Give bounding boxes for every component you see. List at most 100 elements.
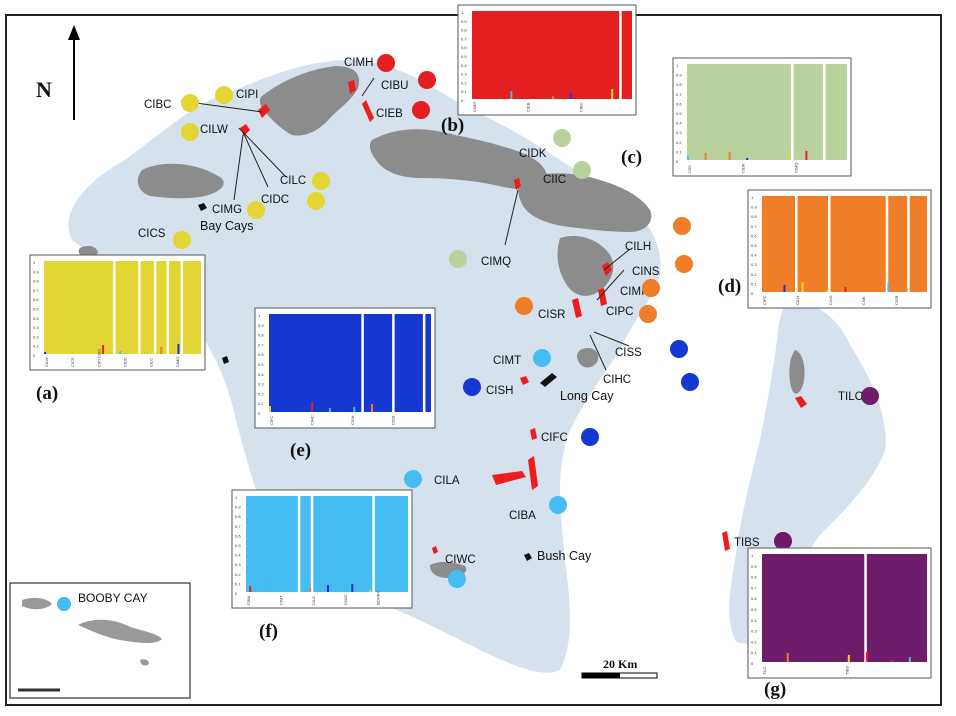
site-labels: CIPI CIBC CILW CILC CIDC CIMG CICS CIMH CIBU CIEB…	[138, 57, 863, 566]
panel-ytick: 0.5	[235, 543, 241, 548]
site-label-cila: CILA	[434, 475, 460, 487]
panel-xlabel: CIHC	[310, 415, 315, 425]
panel-ytick: 0.2	[676, 140, 682, 145]
panel-xlabel: CINS	[828, 295, 833, 305]
cluster-dot-cipi	[215, 86, 233, 104]
panel-xlabel: CIBA	[246, 595, 251, 605]
population-separator	[310, 496, 314, 592]
population-separator	[166, 261, 169, 354]
inset-island-main	[78, 619, 162, 643]
site-label-cidk: CIDK	[519, 148, 547, 160]
site-label-cins: CINS	[632, 266, 660, 278]
structure-panel-g: 1 0.9 0.8 0.7 0.6 0.5 0.4 0.3 0.2 0.1 0 TILC TIBS (g)	[747, 547, 932, 700]
population-separator	[361, 314, 364, 412]
inset-island-west	[22, 597, 52, 610]
reef-cidk	[514, 178, 521, 190]
middle-caicos	[518, 173, 652, 232]
panel-ytick: 1	[235, 495, 238, 500]
population-separator	[422, 314, 426, 412]
reef-tilc	[795, 396, 807, 408]
panel-xlabel: CISS	[391, 415, 396, 425]
minority-cluster-bar	[628, 95, 631, 99]
long-cay-marker	[540, 373, 557, 387]
cluster-dot-cidc	[307, 192, 325, 210]
place-labels: Bay Cays Long Cay Bush Cay	[200, 219, 614, 563]
admixture-bars	[472, 11, 632, 99]
panel-ytick: 0.7	[33, 288, 39, 293]
panel-ytick: 0.5	[461, 54, 467, 59]
panel-ytick: 0.1	[258, 401, 264, 406]
site-label-cilc: CILC	[280, 175, 306, 187]
population-separator	[795, 196, 798, 292]
site-label-cibc: CIBC	[144, 99, 171, 111]
panel-ytick: 0.9	[33, 269, 39, 274]
cluster-dot-tilc	[861, 387, 879, 405]
panel-ytick: 0.3	[235, 562, 241, 567]
cluster-dot-cihc	[681, 373, 699, 391]
site-label-cilw: CILW	[200, 124, 228, 136]
panel-ytick: 0.4	[33, 316, 39, 321]
panel-ytick: 1	[751, 195, 754, 200]
panel-ytick: 0.3	[33, 325, 39, 330]
site-label-cisr: CISR	[538, 309, 565, 321]
cluster-dot-ciss	[670, 340, 688, 358]
panel-ytick: 0.1	[235, 581, 241, 586]
panel-ytick: 0.1	[751, 281, 757, 286]
minority-cluster-bar	[311, 402, 314, 412]
reef-cins	[598, 288, 607, 306]
minority-cluster-bar	[786, 653, 789, 662]
panel-ytick: 0.9	[751, 205, 757, 210]
panel-letter: (a)	[36, 383, 58, 404]
population-separator	[619, 11, 622, 99]
panel-ytick: 0.2	[235, 572, 241, 577]
population-separator	[885, 196, 889, 292]
cluster-dot-cics	[173, 231, 191, 249]
panel-letter: (c)	[621, 147, 642, 168]
panel-xlabel: CISR	[894, 295, 899, 305]
site-label-cimh: CIMH	[344, 57, 373, 69]
population-separator	[372, 496, 375, 592]
panel-ytick: 0.5	[258, 362, 264, 367]
admixture-bars	[269, 314, 431, 412]
inset-booby-cay-label: BOOBY CAY	[78, 591, 148, 605]
panel-ytick: 0.2	[33, 334, 39, 339]
panel-xlabel: CIDC	[123, 357, 128, 367]
admixture-bars	[246, 496, 408, 592]
panel-ytick: 0.4	[751, 253, 757, 258]
minority-cluster-bar	[805, 151, 808, 160]
panel-ytick: 0.9	[676, 73, 682, 78]
site-label-cimt: CIMT	[493, 355, 521, 367]
minority-cluster-bar	[569, 93, 572, 99]
panel-xlabel: CIMQ	[794, 163, 799, 173]
panel-ytick: 0.1	[33, 344, 39, 349]
inset-map: BOOBY CAY	[9, 582, 191, 699]
panel-letter: (f)	[259, 621, 278, 642]
structure-panel-a: 1 0.9 0.8 0.7 0.6 0.5 0.4 0.3 0.2 0.1 0 CILW CICS CIP…	[29, 254, 206, 404]
population-separator	[138, 261, 141, 354]
cluster-dot-cimq	[449, 250, 467, 268]
minority-cluster-bar	[844, 287, 847, 292]
panel-ytick: 0.3	[676, 130, 682, 135]
structure-panel-f: 1 0.9 0.8 0.7 0.6 0.5 0.4 0.3 0.2 0.1 0 CIBA CIMT CIL…	[231, 489, 413, 642]
panel-ytick: 0.6	[258, 352, 264, 357]
panel-ytick: 0.2	[751, 639, 757, 644]
panel-ytick: 0.3	[258, 382, 264, 387]
minority-cluster-bar	[905, 289, 908, 292]
panel-ytick: 0.9	[461, 19, 467, 24]
panel-ytick: 0.2	[751, 272, 757, 277]
site-label-cifc: CIFC	[541, 432, 568, 444]
minority-cluster-bar	[328, 408, 331, 412]
minority-cluster-bar	[351, 584, 354, 592]
site-label-cilh: CILH	[625, 241, 651, 253]
site-label-cipi: CIPI	[236, 89, 258, 101]
minority-cluster-bar	[552, 96, 554, 99]
reef-ciba	[528, 456, 538, 490]
cluster-dot-ciic	[573, 161, 591, 179]
scale-label: 20 Km	[603, 657, 637, 671]
panel-ytick: 0	[751, 661, 754, 666]
east-caicos	[557, 235, 614, 296]
panel-ytick: 0.7	[676, 92, 682, 97]
population-separator	[791, 64, 794, 160]
panel-xlabel: CIBU	[579, 102, 584, 112]
